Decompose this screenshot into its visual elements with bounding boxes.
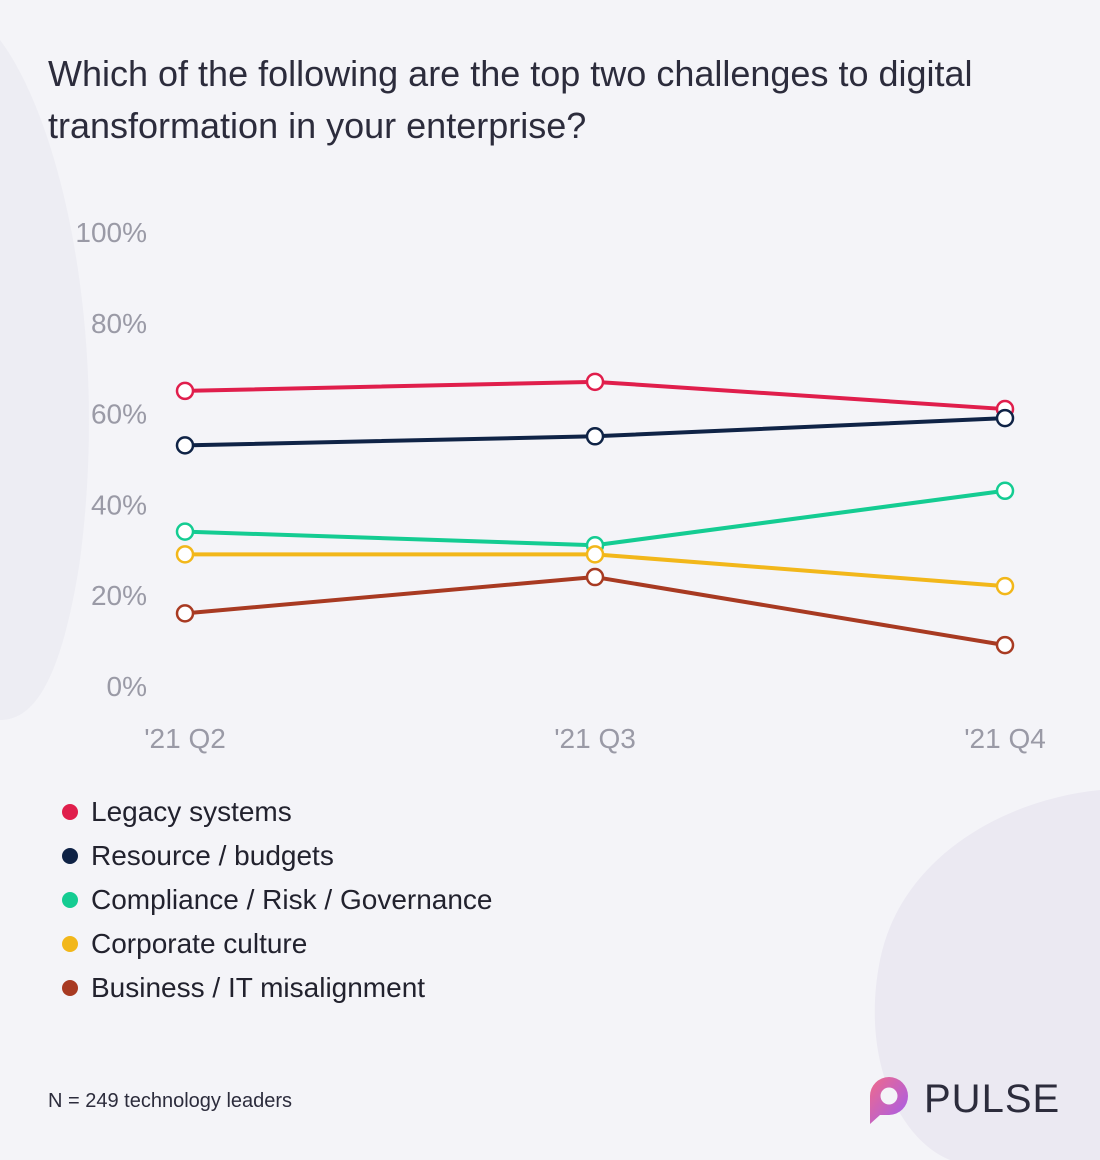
data-point	[585, 427, 605, 446]
y-tick-label: 20%	[91, 580, 147, 611]
series-compliance-risk-governance	[175, 481, 1015, 555]
series-layer	[175, 372, 1015, 655]
y-axis: 0% 20% 40% 60% 80% 100%	[75, 217, 147, 702]
legend-dot-icon	[62, 892, 78, 908]
brand-logo: PULSE	[864, 1072, 1060, 1126]
legend-item: Compliance / Risk / Governance	[62, 878, 493, 922]
legend-label: Corporate culture	[91, 928, 308, 959]
legend-label: Legacy systems	[91, 796, 292, 827]
legend-label: Resource / budgets	[91, 840, 334, 871]
data-point	[175, 545, 195, 564]
y-tick-label: 60%	[91, 399, 147, 430]
data-point	[995, 408, 1015, 428]
legend-label: Business / IT misalignment	[91, 972, 426, 1003]
data-point	[995, 576, 1015, 596]
legend-dot-icon	[62, 936, 78, 952]
series-line	[184, 575, 1006, 648]
data-point	[175, 381, 195, 401]
data-point	[175, 436, 195, 455]
legend-item: Business / IT misalignment	[62, 966, 493, 1010]
brand-name: PULSE	[924, 1076, 1061, 1121]
page-title: Which of the following are the top two c…	[48, 53, 973, 146]
x-tick-label: '21 Q2	[144, 723, 226, 754]
legend-item: Corporate culture	[62, 922, 493, 966]
x-axis: '21 Q2 '21 Q3 '21 Q4	[144, 723, 1046, 754]
data-point	[995, 635, 1015, 655]
footnote: N = 249 technology leaders	[48, 1090, 293, 1112]
data-point	[175, 604, 195, 623]
y-tick-label: 100%	[75, 217, 147, 248]
legend-item: Legacy systems	[62, 790, 493, 834]
data-point	[585, 567, 605, 587]
pulse-logo-icon	[870, 1077, 908, 1124]
y-tick-label: 0%	[107, 671, 147, 702]
series-business-it-misalignment	[175, 567, 1015, 655]
legend-dot-icon	[62, 804, 78, 820]
legend: Legacy systems Resource / budgets Complian…	[62, 790, 493, 1010]
x-tick-label: '21 Q4	[964, 723, 1046, 754]
legend-dot-icon	[62, 980, 78, 996]
x-tick-label: '21 Q3	[554, 723, 636, 754]
data-point	[585, 545, 605, 564]
legend-dot-icon	[62, 848, 78, 864]
data-point	[175, 522, 195, 541]
series-resource-budgets	[175, 408, 1015, 455]
data-point	[995, 481, 1015, 501]
line-chart: 0% 20% 40% 60% 80% 100% '21 Q2 '21 Q3 '21 Q4	[75, 217, 1046, 754]
series-corporate-culture	[175, 545, 1015, 596]
legend-label: Compliance / Risk / Governance	[91, 884, 493, 915]
series-legacy-systems	[175, 372, 1015, 419]
y-tick-label: 40%	[91, 489, 147, 520]
y-tick-label: 80%	[91, 308, 147, 339]
legend-item: Resource / budgets	[62, 834, 493, 878]
data-point	[585, 372, 605, 392]
